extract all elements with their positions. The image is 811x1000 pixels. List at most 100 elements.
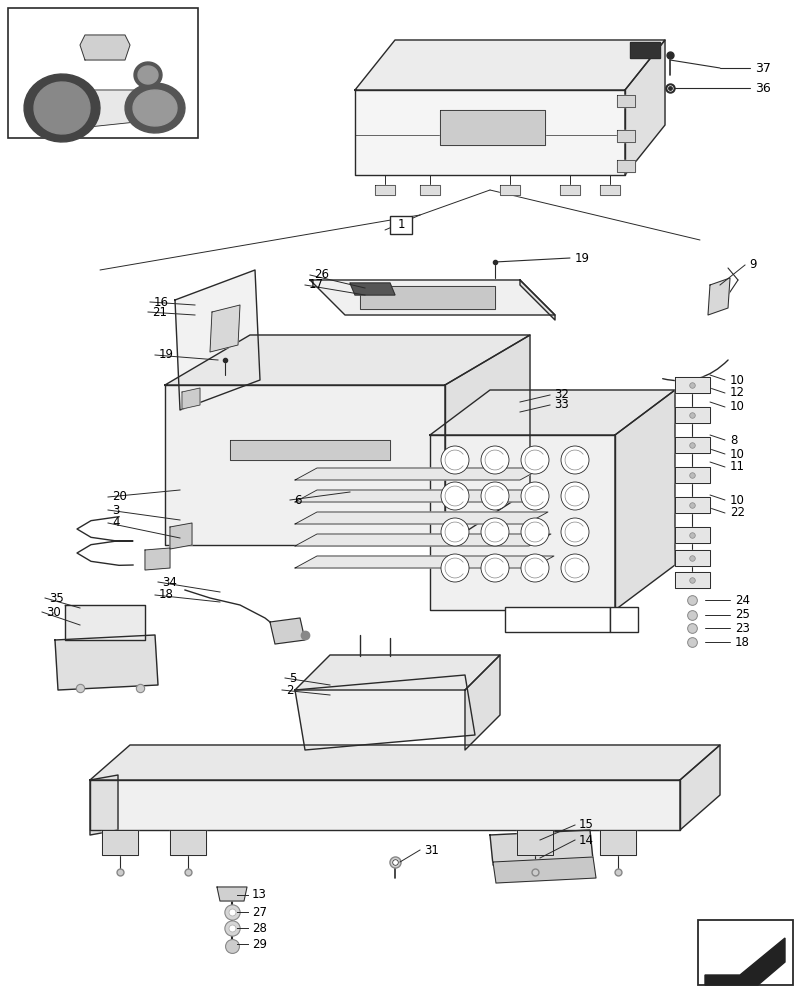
- Circle shape: [440, 554, 469, 582]
- Polygon shape: [489, 830, 592, 865]
- Text: 10: 10: [729, 448, 744, 460]
- Polygon shape: [599, 185, 620, 195]
- Polygon shape: [492, 857, 595, 883]
- Text: 7: 7: [619, 613, 628, 626]
- Polygon shape: [125, 83, 185, 133]
- Polygon shape: [294, 655, 500, 690]
- Circle shape: [480, 482, 508, 510]
- Polygon shape: [430, 390, 674, 435]
- Text: 16: 16: [154, 296, 169, 308]
- Text: 6: 6: [294, 493, 301, 506]
- Polygon shape: [90, 780, 679, 830]
- Polygon shape: [24, 74, 100, 142]
- Polygon shape: [599, 830, 635, 855]
- Text: 19: 19: [574, 251, 590, 264]
- Text: 33: 33: [553, 398, 568, 412]
- Text: 37: 37: [754, 62, 770, 75]
- Polygon shape: [134, 62, 162, 88]
- Bar: [8, 8, 198, 138]
- Bar: [609, 607, 637, 632]
- Polygon shape: [616, 160, 634, 172]
- Polygon shape: [629, 42, 659, 58]
- Polygon shape: [169, 830, 206, 855]
- Text: 14: 14: [578, 834, 594, 846]
- Circle shape: [440, 446, 469, 474]
- Circle shape: [521, 518, 548, 546]
- Polygon shape: [294, 675, 474, 750]
- Polygon shape: [674, 527, 709, 543]
- Text: 11: 11: [729, 460, 744, 474]
- Text: 27: 27: [251, 906, 267, 918]
- Polygon shape: [679, 745, 719, 830]
- Text: 18: 18: [159, 588, 174, 601]
- Polygon shape: [674, 550, 709, 566]
- Text: 2: 2: [285, 684, 293, 696]
- Polygon shape: [350, 283, 394, 295]
- Text: 22: 22: [729, 506, 744, 520]
- Text: 30: 30: [46, 605, 61, 618]
- Polygon shape: [165, 385, 444, 545]
- Polygon shape: [354, 40, 664, 90]
- Text: 10: 10: [729, 400, 744, 414]
- Text: 13: 13: [251, 888, 267, 902]
- Bar: [697, 920, 792, 985]
- Polygon shape: [500, 185, 519, 195]
- Text: 29: 29: [251, 938, 267, 950]
- Polygon shape: [182, 388, 200, 409]
- Circle shape: [521, 446, 548, 474]
- Polygon shape: [133, 90, 177, 126]
- Polygon shape: [102, 830, 138, 855]
- Polygon shape: [375, 185, 394, 195]
- Polygon shape: [674, 377, 709, 393]
- Polygon shape: [359, 286, 495, 309]
- Polygon shape: [145, 548, 169, 570]
- Text: 5: 5: [289, 672, 296, 684]
- Bar: [389, 216, 411, 234]
- Text: 35: 35: [49, 591, 64, 604]
- Text: 12: 12: [729, 386, 744, 399]
- Polygon shape: [90, 775, 118, 835]
- Text: 32: 32: [553, 388, 569, 401]
- Text: 19: 19: [159, 349, 174, 361]
- Text: 1.94.2/D: 1.94.2/D: [532, 614, 580, 624]
- Polygon shape: [440, 110, 544, 145]
- Circle shape: [480, 518, 508, 546]
- Text: 15: 15: [578, 818, 593, 832]
- Polygon shape: [294, 556, 553, 568]
- Text: 1: 1: [397, 219, 404, 232]
- Circle shape: [440, 518, 469, 546]
- Text: 23: 23: [734, 621, 749, 635]
- Polygon shape: [674, 467, 709, 483]
- Polygon shape: [90, 745, 719, 780]
- Circle shape: [521, 482, 548, 510]
- Text: 21: 21: [152, 306, 167, 318]
- Polygon shape: [519, 280, 554, 320]
- Circle shape: [480, 446, 508, 474]
- Text: 26: 26: [314, 268, 328, 282]
- Polygon shape: [55, 635, 158, 690]
- Polygon shape: [465, 655, 500, 750]
- Polygon shape: [444, 335, 530, 545]
- Text: 18: 18: [734, 636, 749, 648]
- Polygon shape: [294, 490, 544, 502]
- Circle shape: [440, 482, 469, 510]
- Circle shape: [560, 446, 588, 474]
- Polygon shape: [430, 435, 614, 610]
- Polygon shape: [45, 70, 155, 130]
- Text: 3: 3: [112, 504, 119, 516]
- Polygon shape: [354, 90, 624, 175]
- Text: 10: 10: [729, 493, 744, 506]
- Polygon shape: [80, 35, 130, 60]
- Polygon shape: [230, 440, 389, 460]
- Circle shape: [480, 554, 508, 582]
- Text: 9: 9: [748, 258, 756, 271]
- Text: 34: 34: [162, 576, 177, 588]
- Text: 24: 24: [734, 593, 749, 606]
- Polygon shape: [616, 130, 634, 142]
- Circle shape: [521, 554, 548, 582]
- Text: 20: 20: [112, 490, 127, 504]
- Polygon shape: [707, 278, 729, 315]
- Circle shape: [560, 554, 588, 582]
- Circle shape: [560, 518, 588, 546]
- Polygon shape: [65, 605, 145, 640]
